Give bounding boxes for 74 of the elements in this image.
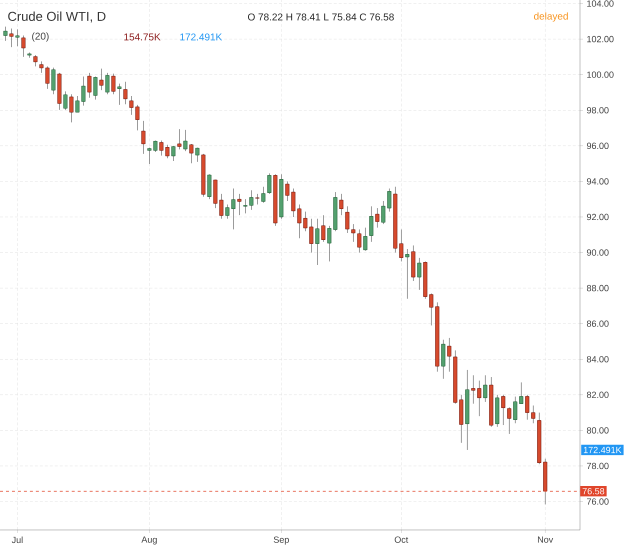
y-tick-label: 76.00 bbox=[586, 498, 609, 505]
ref-line-label: 76.58 bbox=[582, 488, 604, 494]
annotation: 172.491K bbox=[180, 33, 222, 41]
candlestick bbox=[417, 258, 422, 290]
candlestick bbox=[39, 61, 44, 74]
text: Crude Oil WTI, D bbox=[8, 11, 106, 23]
annotation: (20) bbox=[32, 32, 49, 42]
y-tick-label: 92.00 bbox=[586, 214, 609, 220]
x-tick-label: Oct bbox=[394, 536, 408, 543]
candlestick bbox=[123, 81, 128, 105]
candlestick bbox=[81, 76, 86, 106]
candlestick bbox=[207, 174, 212, 200]
y-tick-label: 78.00 bbox=[586, 462, 609, 470]
x-tick-label: Jul bbox=[12, 536, 23, 544]
y-tick-label: 86.00 bbox=[586, 320, 609, 327]
candlestick bbox=[141, 120, 146, 154]
candlestick bbox=[189, 144, 194, 164]
candlestick bbox=[3, 26, 8, 42]
candlestick bbox=[441, 339, 446, 380]
text: 172.491K bbox=[584, 446, 622, 454]
candlestick bbox=[99, 68, 104, 90]
annotation: O 78.22 H 78.41 L 75.84 C 76.58 bbox=[248, 13, 394, 21]
candlestick bbox=[255, 194, 260, 205]
candlestick bbox=[447, 338, 452, 372]
x-tick-label: Nov bbox=[538, 536, 554, 543]
candlestick bbox=[357, 229, 362, 253]
candlestick bbox=[93, 76, 98, 100]
candlestick bbox=[69, 94, 74, 123]
x-tick-label: Sep bbox=[274, 536, 289, 545]
candlestick bbox=[183, 130, 188, 152]
candlestick bbox=[45, 66, 50, 90]
y-tick-label: 100.00 bbox=[587, 72, 614, 78]
candlestick bbox=[9, 28, 14, 48]
candlestick bbox=[501, 394, 506, 426]
candlestick bbox=[321, 214, 326, 242]
y-tick-label: 82.00 bbox=[586, 392, 609, 398]
y-tick-label: 98.00 bbox=[586, 107, 609, 114]
candlestick bbox=[117, 83, 122, 106]
candlestick bbox=[195, 147, 200, 162]
annotation: 154.75K bbox=[124, 34, 161, 40]
candlestick bbox=[261, 186, 266, 204]
candlestick bbox=[51, 67, 56, 95]
x-tick-label: Aug bbox=[141, 536, 157, 545]
candlestick bbox=[369, 206, 374, 242]
candlestick bbox=[105, 72, 110, 95]
candlestick bbox=[87, 72, 92, 98]
y-tick-label: 104.00 bbox=[587, 0, 614, 7]
candlestick bbox=[405, 248, 410, 300]
candlestick bbox=[375, 208, 380, 228]
y-tick-label: 80.00 bbox=[586, 427, 609, 434]
candlestick bbox=[237, 194, 242, 216]
candlestick bbox=[21, 35, 26, 58]
candlestick bbox=[339, 194, 344, 216]
candlestick bbox=[345, 206, 350, 234]
candlestick bbox=[267, 173, 272, 194]
candlestick bbox=[507, 406, 512, 434]
y-tick-label: 94.00 bbox=[586, 178, 609, 185]
candlestick bbox=[351, 224, 356, 242]
candlestick bbox=[15, 29, 20, 47]
y-tick-label: 84.00 bbox=[586, 356, 609, 362]
candlestick bbox=[363, 227, 368, 252]
annotation: delayed bbox=[534, 12, 568, 22]
candlestick bbox=[171, 146, 176, 162]
candlestick bbox=[111, 73, 116, 95]
candlestick bbox=[63, 91, 68, 110]
candlestick bbox=[315, 218, 320, 266]
y-tick-label: 96.00 bbox=[586, 142, 609, 150]
y-tick-label: 90.00 bbox=[586, 249, 609, 256]
y-tick-label: 102.00 bbox=[587, 36, 614, 42]
candlestick bbox=[33, 54, 38, 67]
y-tick-label: 88.00 bbox=[586, 284, 609, 292]
candlestick bbox=[75, 96, 80, 113]
candlestick bbox=[177, 128, 182, 150]
candlestick bbox=[483, 374, 488, 402]
